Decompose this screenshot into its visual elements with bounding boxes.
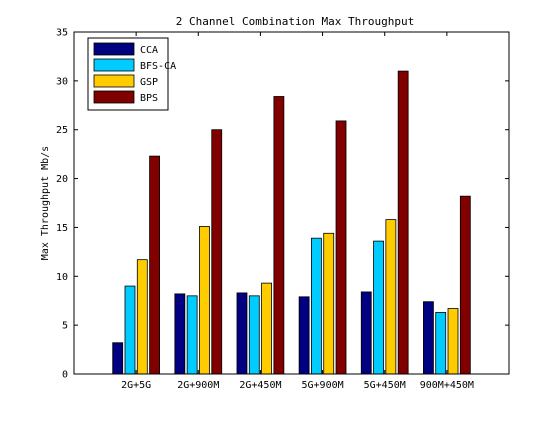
- x-tick-label: 2G+450M: [239, 380, 281, 391]
- bar: [124, 285, 136, 375]
- y-tick-label: 5: [62, 321, 68, 332]
- y-tick-label: 25: [56, 125, 68, 136]
- x-tick-label: 900M+450M: [420, 380, 474, 391]
- x-tick-label: 5G+900M: [301, 380, 343, 391]
- bar: [459, 195, 471, 375]
- legend-swatch: [93, 90, 135, 104]
- legend: CCA BFS-CA GSP BPS: [87, 37, 176, 111]
- y-axis-label: Max Throughput Mb/s: [40, 146, 51, 260]
- bar: [397, 70, 409, 375]
- legend-label: BFS-CA: [140, 61, 176, 72]
- bar: [323, 232, 335, 375]
- x-tick-label: 5G+450M: [364, 380, 406, 391]
- bar: [435, 312, 447, 375]
- bar: [112, 342, 124, 375]
- bar: [335, 120, 347, 375]
- y-tick-label: 20: [56, 174, 68, 185]
- bar: [423, 301, 434, 375]
- y-tick-label: 10: [56, 272, 68, 283]
- bars: [112, 70, 471, 375]
- axes-frame: [73, 31, 510, 375]
- legend-label: CCA: [140, 45, 158, 56]
- bar: [211, 129, 223, 375]
- legend-swatch: [93, 42, 135, 56]
- bar: [136, 259, 148, 375]
- legend-label: GSP: [140, 77, 158, 88]
- bar: [385, 219, 397, 375]
- bar: [273, 96, 285, 375]
- bar: [373, 240, 384, 375]
- bar: [447, 308, 459, 375]
- bar: [236, 292, 248, 375]
- bar: [186, 295, 198, 375]
- x-tick-label: 2G+900M: [177, 380, 219, 391]
- bar: [360, 291, 372, 375]
- y-tick-label: 15: [56, 223, 68, 234]
- bar: [174, 293, 186, 375]
- legend-swatch: [93, 74, 135, 88]
- bar: [199, 226, 210, 375]
- y-tick-label: 30: [56, 76, 68, 87]
- legend-swatch: [93, 58, 135, 72]
- bar: [248, 295, 260, 375]
- x-tick-label: 2G+5G: [121, 380, 151, 391]
- axis-ticks: 0 5 10 15 20 25 30 35 2G+5G 2G+900M 2G+450M 5G+900M…: [56, 28, 509, 391]
- bar: [298, 296, 310, 375]
- y-tick-label: 35: [56, 28, 68, 39]
- legend-label: BPS: [140, 93, 158, 104]
- bar: [311, 237, 322, 375]
- chart-title: 2 Channel Combination Max Throughput: [176, 15, 414, 28]
- bar: [261, 282, 272, 375]
- y-tick-label: 0: [62, 370, 68, 381]
- bar: [149, 155, 160, 375]
